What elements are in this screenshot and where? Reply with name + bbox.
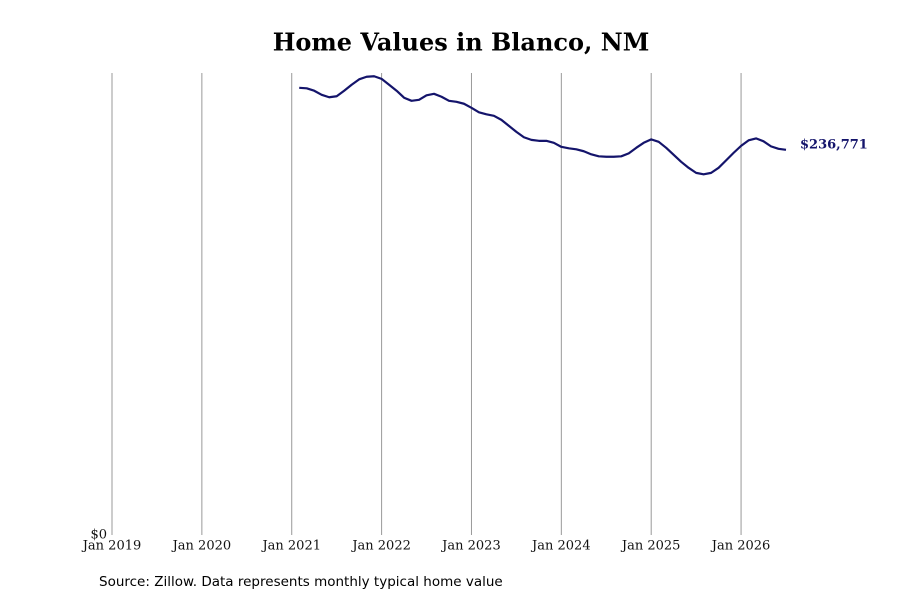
source-note: Source: Zillow. Data represents monthly … (99, 574, 503, 590)
x-tick-label: Jan 2022 (350, 539, 411, 554)
chart-title: Home Values in Blanco, NM (273, 28, 650, 57)
x-tick-label: Jan 2019 (81, 539, 142, 554)
y-tick-label: $0 (90, 528, 107, 543)
x-tick-label: Jan 2025 (620, 539, 681, 554)
data-line (299, 75, 787, 176)
x-tick-label: Jan 2021 (260, 539, 321, 554)
value-label: $236,771 (800, 137, 868, 152)
x-tick-label: Jan 2023 (440, 539, 501, 554)
x-tick-label: Jan 2024 (530, 539, 591, 554)
x-tick-label: Jan 2020 (171, 539, 232, 554)
x-tick-label: Jan 2026 (710, 539, 771, 554)
